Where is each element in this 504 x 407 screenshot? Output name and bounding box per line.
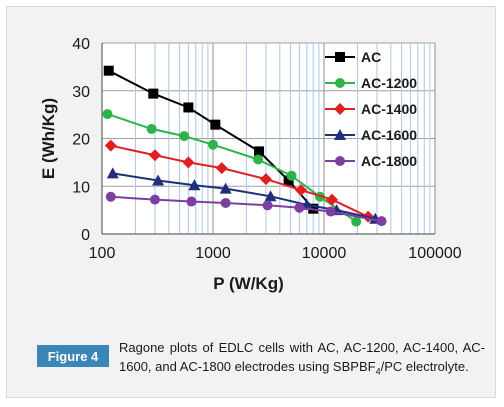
- series-line-ac-1800: [110, 195, 382, 223]
- data-point-ac-1400: [259, 173, 272, 186]
- legend-marker: [334, 129, 346, 140]
- data-point-ac-1200: [286, 170, 297, 181]
- x-tick-label: 100: [89, 245, 116, 262]
- data-point-ac-1600: [152, 174, 165, 186]
- data-point-ac-1200: [208, 139, 218, 150]
- data-point-ac: [254, 146, 265, 157]
- x-tick-label: 10000: [302, 245, 347, 262]
- data-point-ac: [148, 88, 159, 99]
- data-point-ac: [210, 119, 221, 130]
- y-tick-label: 30: [72, 84, 90, 101]
- data-point-ac-1400: [148, 149, 161, 162]
- legend-marker: [335, 52, 345, 62]
- figure-panel: 0 10 20 30 40 100 1000 10000 100000 P (W/Kg) E (Wh…: [6, 6, 496, 398]
- data-point-ac-1800: [262, 200, 273, 211]
- data-point-ac-1200: [351, 216, 362, 227]
- legend-label: AC-1200: [361, 75, 417, 91]
- data-point-ac-1400: [215, 162, 228, 175]
- legend-label: AC-1800: [361, 153, 417, 169]
- caption-subscript: 4: [375, 366, 381, 377]
- data-point-ac-1600: [264, 190, 277, 202]
- data-point-ac-1800: [186, 196, 197, 207]
- legend-marker: [335, 78, 345, 88]
- data-point-ac-1600: [106, 167, 119, 179]
- data-point-ac-1800: [105, 191, 116, 202]
- x-axis-title: P (W/Kg): [213, 274, 284, 293]
- data-point-ac-1200: [179, 131, 190, 142]
- figure-caption: Ragone plots of EDLC cells with AC, AC-1…: [119, 338, 485, 382]
- legend-label: AC-1400: [361, 101, 417, 117]
- legend-label: AC: [361, 49, 381, 65]
- data-point-ac-1400: [182, 156, 195, 169]
- data-point-ac-1600: [188, 179, 201, 191]
- data-point-ac: [283, 175, 294, 186]
- data-point-ac-1200: [102, 109, 113, 120]
- ragone-chart: 0 10 20 30 40 100 1000 10000 100000 P (W/Kg) E (Wh…: [39, 36, 462, 293]
- data-point-ac: [103, 65, 114, 76]
- data-point-ac-1800: [294, 202, 305, 213]
- caption-text-end: /PC electrolyte.: [380, 359, 469, 374]
- y-tick-label: 40: [72, 36, 90, 53]
- legend-marker: [335, 156, 345, 166]
- y-tick-label: 10: [72, 179, 90, 196]
- data-point-ac-1600: [219, 182, 232, 194]
- data-point-ac-1800: [149, 194, 160, 205]
- x-tick-label: 100000: [408, 245, 461, 262]
- data-point-ac-1400: [104, 139, 117, 152]
- y-tick-label: 20: [72, 132, 90, 149]
- y-tick-label: 0: [81, 227, 90, 244]
- caption-text-main: Ragone plots of EDLC cells with AC, AC-1…: [119, 340, 485, 374]
- figure-label-badge: Figure 4: [37, 345, 109, 367]
- data-point-ac-1400: [294, 184, 307, 197]
- x-tick-label: 1000: [195, 245, 231, 262]
- data-point-ac: [183, 102, 194, 113]
- y-axis-title: E (Wh/Kg): [39, 98, 58, 179]
- data-point-ac-1200: [253, 154, 264, 165]
- legend-label: AC-1600: [361, 127, 417, 143]
- data-point-ac-1800: [220, 197, 231, 208]
- series-line-ac-1400: [110, 144, 369, 218]
- legend-marker: [334, 103, 346, 115]
- data-point-ac-1800: [376, 216, 387, 227]
- series-line-ac-1200: [107, 113, 357, 223]
- data-point-ac-1200: [146, 123, 157, 134]
- data-point-ac-1400: [325, 193, 338, 206]
- data-point-ac-1800: [325, 206, 336, 217]
